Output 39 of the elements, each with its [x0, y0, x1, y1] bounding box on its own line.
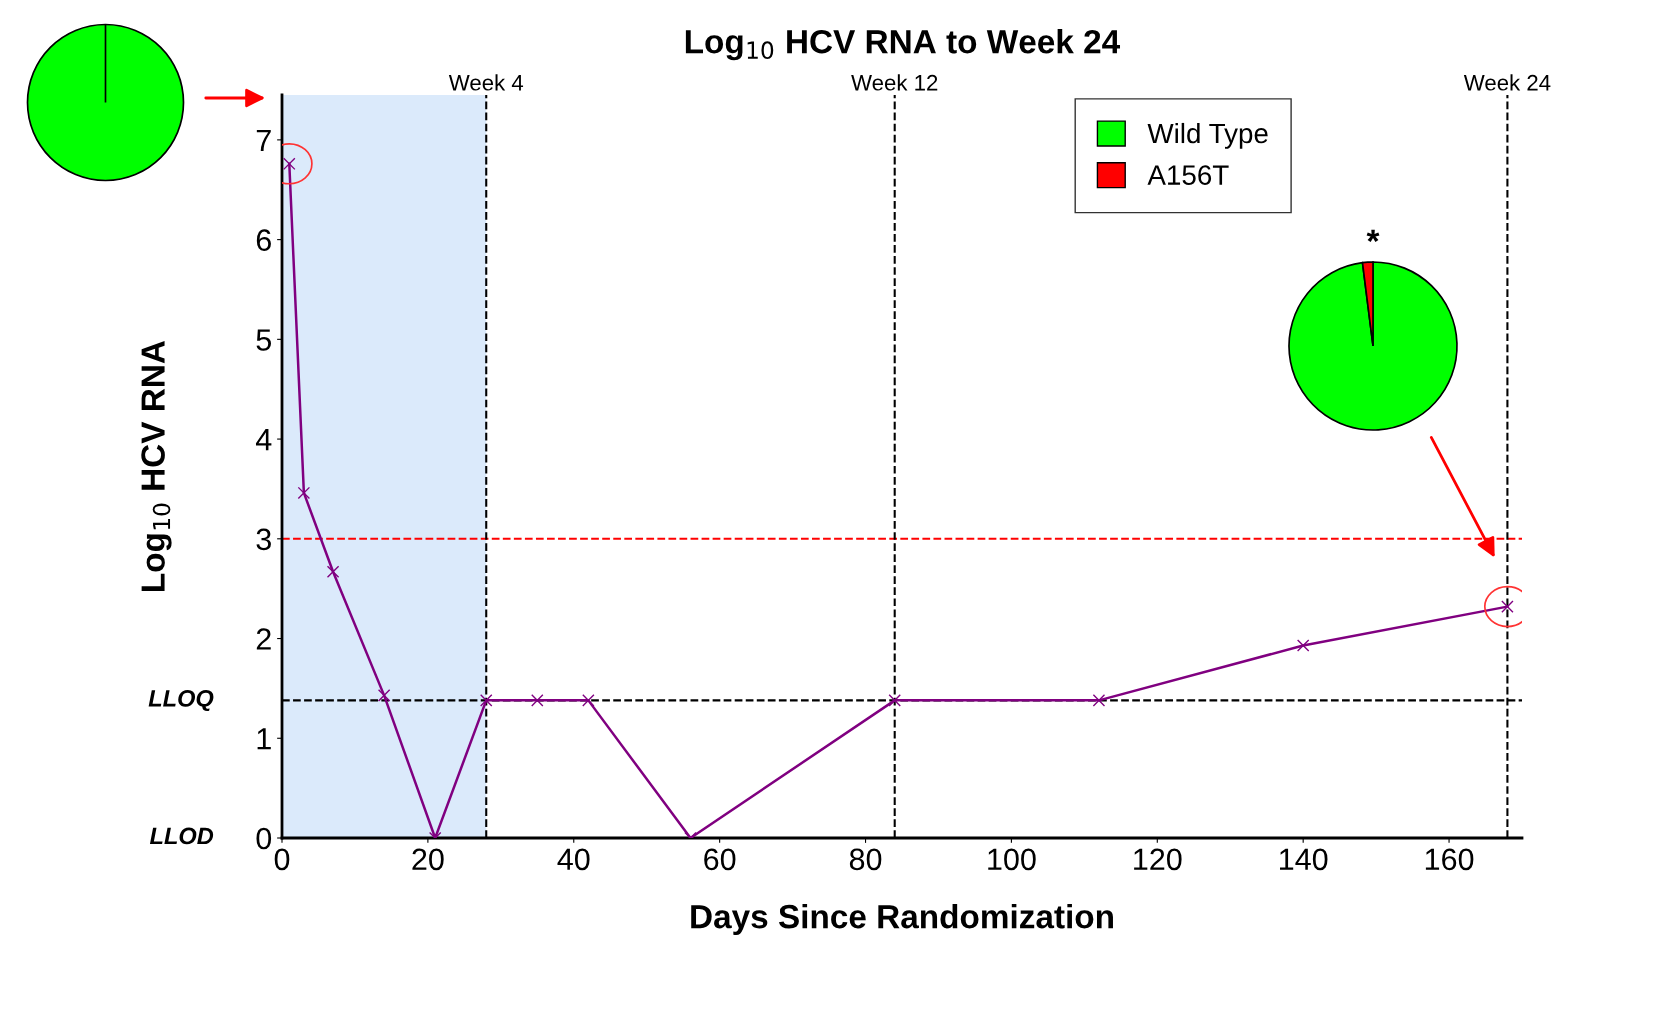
x-tick-label: 120: [1134, 848, 1182, 871]
y-axis-title: Log$_{10}$ HCV RNA: [141, 340, 172, 591]
x-tick-label: 20: [412, 848, 444, 871]
x-tick-label: 40: [557, 848, 590, 871]
x-tick-label: 60: [704, 848, 736, 871]
chart-title: Log$_{10}$ HCV RNA to Week 24: [685, 29, 1121, 61]
x-tick-label: 160: [1425, 848, 1474, 871]
y-tick-label: 5: [256, 329, 271, 351]
y-tick-label: 1: [257, 728, 271, 750]
legend-label: Wild Type: [1147, 122, 1268, 149]
y-tick-label: 4: [255, 429, 272, 451]
y-tick-label: 3: [256, 528, 271, 551]
legend-label: A156T: [1147, 165, 1229, 185]
y-tick-label: 6: [256, 229, 271, 251]
point: [377, 689, 391, 702]
x-tick-label: 80: [849, 848, 882, 871]
point: [283, 157, 296, 171]
x-tick-label: 140: [1280, 848, 1328, 871]
point: [479, 694, 493, 707]
ref-line-label: Week 12: [851, 74, 938, 91]
x-axis-title: Days Since Randomization: [691, 903, 1113, 936]
pie-slice: [1288, 261, 1458, 431]
text: LLOD: [149, 827, 214, 845]
ref-line-label: LLOQ: [148, 689, 214, 712]
x-tick-label: 100: [988, 848, 1036, 871]
ref-line-label: Week 4: [448, 74, 524, 91]
y-tick-label: 7: [256, 129, 271, 151]
point: [888, 694, 901, 707]
x-tick-label: 0: [274, 848, 290, 871]
point: [1296, 639, 1310, 652]
point: [1092, 694, 1106, 707]
point: [297, 486, 311, 500]
y-tick-label: 0: [256, 827, 272, 850]
y-tick-label: 2: [256, 628, 271, 650]
ref-line-label: Week 24: [1463, 74, 1551, 91]
annotation: *: [1366, 229, 1380, 243]
point: [326, 565, 340, 578]
point: [582, 694, 595, 707]
point: [531, 694, 544, 707]
